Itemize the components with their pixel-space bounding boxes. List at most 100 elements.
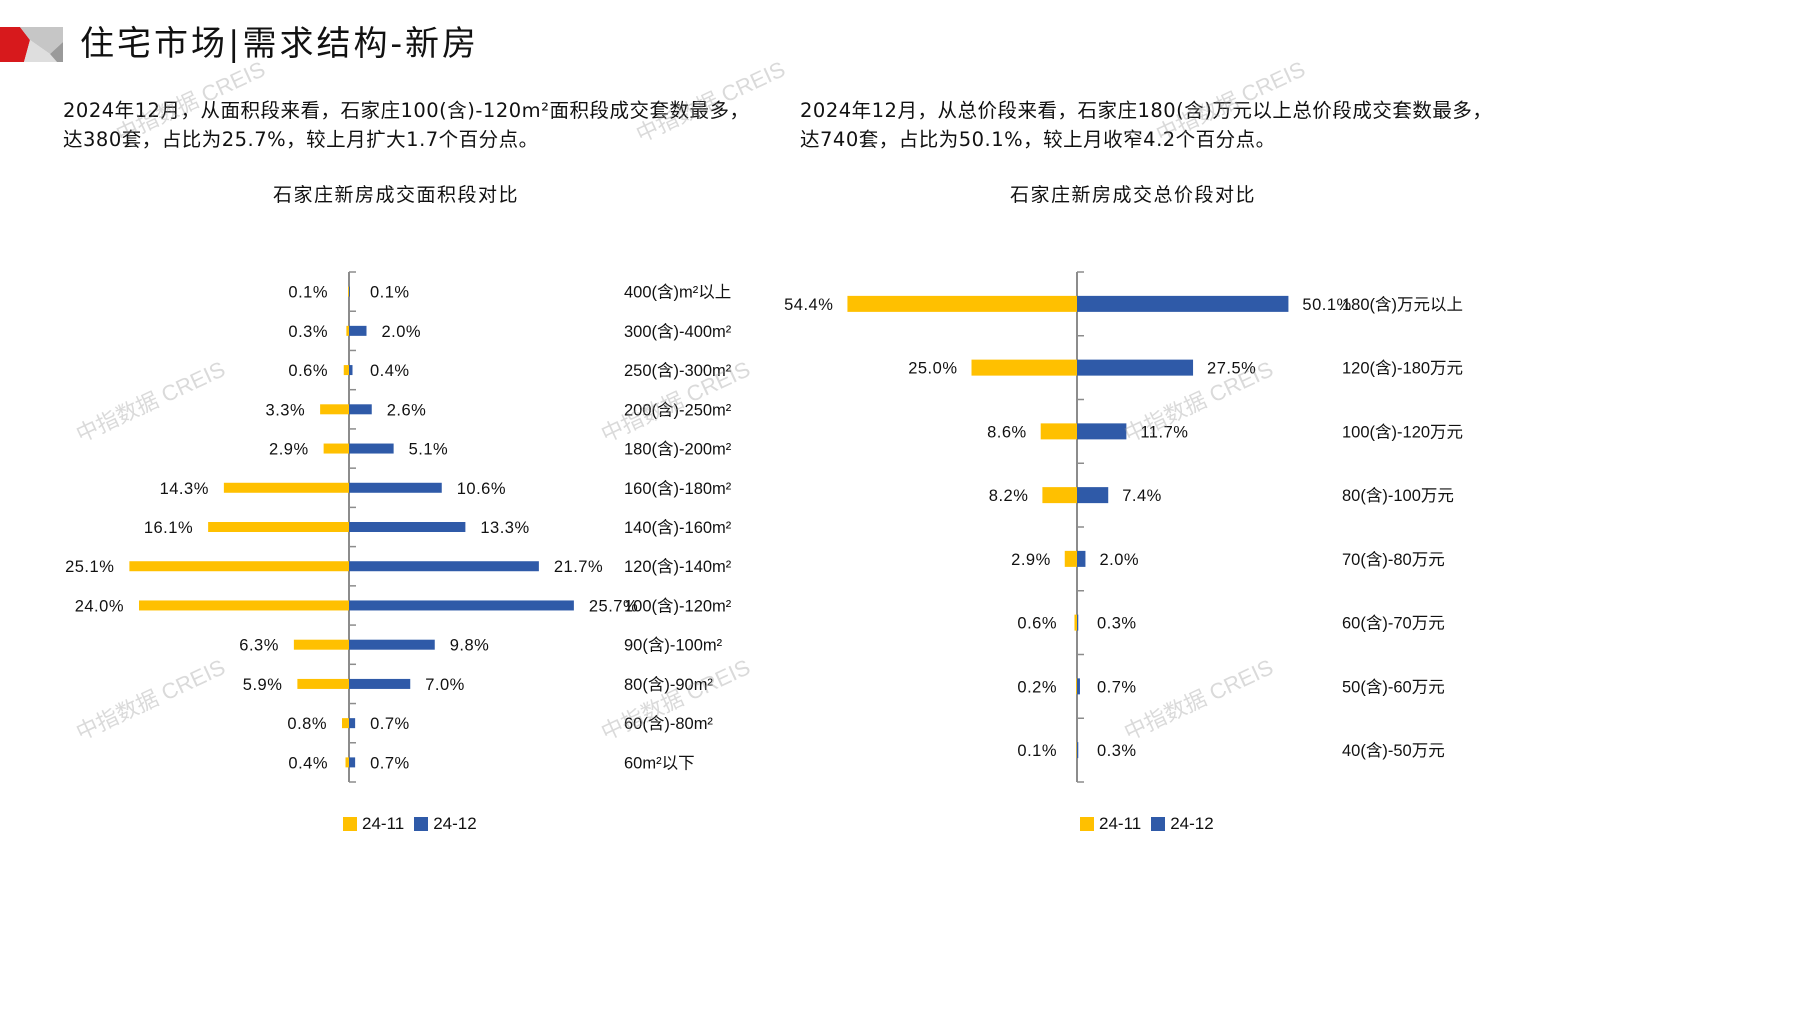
data-label-24-12: 50.1%: [1302, 296, 1351, 314]
category-label: 60(含)-80m²: [624, 714, 713, 733]
bar-24-12: [349, 404, 372, 415]
page-title: 住宅市场|需求结构-新房: [80, 24, 479, 64]
bar-24-12: [349, 482, 442, 493]
bar-24-12: [1077, 678, 1080, 695]
bar-24-12: [1077, 550, 1086, 567]
brand-logo: [0, 27, 63, 62]
bar-24-11: [320, 404, 349, 415]
data-label-24-11: 24.0%: [75, 597, 124, 615]
data-label-24-12: 2.6%: [387, 401, 427, 419]
data-label-24-12: 7.0%: [425, 676, 465, 694]
legend-swatch-24-12: [1151, 817, 1166, 831]
bar-24-11: [346, 325, 349, 336]
bar-24-11: [345, 757, 349, 768]
legend-item-24-12: 24-12: [414, 814, 477, 834]
bar-24-11: [1042, 487, 1077, 504]
bar-24-12: [349, 443, 394, 454]
data-label-24-12: 10.6%: [457, 480, 506, 498]
data-label-24-11: 14.3%: [160, 480, 209, 498]
category-label: 140(含)-160m²: [624, 518, 732, 537]
bar-24-12: [349, 561, 539, 572]
data-label-24-12: 0.3%: [1097, 742, 1137, 760]
category-label: 400(含)m²以上: [624, 283, 731, 302]
logo-gray-shape: [20, 27, 63, 54]
bar-24-12: [349, 718, 356, 729]
price-summary-text: 2024年12月，从总价段来看，石家庄180(含)万元以上总价段成交套数最多，达…: [800, 99, 1493, 151]
bar-24-11: [1076, 678, 1077, 695]
data-label-24-11: 8.6%: [987, 423, 1027, 441]
price-chart-title: 石家庄新房成交总价段对比: [1010, 184, 1257, 206]
bar-24-11: [971, 359, 1077, 376]
data-label-24-12: 0.4%: [370, 362, 410, 380]
data-label-24-12: 21.7%: [554, 558, 603, 576]
data-label-24-11: 3.3%: [266, 401, 306, 419]
legend-label: 24-11: [1099, 814, 1142, 833]
bar-24-11: [1064, 550, 1077, 567]
data-label-24-12: 2.0%: [382, 323, 422, 341]
bar-24-12: [1077, 487, 1109, 504]
data-label-24-12: 27.5%: [1207, 360, 1256, 378]
category-label: 70(含)-80万元: [1342, 550, 1445, 569]
category-label: 300(含)-400m²: [624, 322, 732, 341]
data-label-24-11: 0.4%: [288, 754, 328, 772]
data-label-24-12: 25.7%: [589, 597, 638, 615]
category-label: 100(含)-120m²: [624, 596, 732, 615]
bar-24-11: [139, 600, 349, 611]
bar-24-12: [1077, 295, 1289, 312]
bar-24-11: [323, 443, 349, 454]
legend-swatch-24-12: [414, 817, 429, 831]
data-label-24-11: 25.0%: [908, 360, 957, 378]
data-label-24-12: 11.7%: [1140, 423, 1188, 441]
data-label-24-11: 6.3%: [239, 637, 279, 655]
data-label-24-11: 0.6%: [288, 362, 328, 380]
bar-24-12: [1077, 614, 1079, 631]
legend-item-24-11: 24-11: [343, 814, 404, 834]
category-label: 120(含)-180万元: [1342, 359, 1463, 378]
logo-red-shape: [0, 27, 30, 62]
area-summary-text: 2024年12月，从面积段来看，石家庄100(含)-120m²面积段成交套数最多…: [63, 99, 750, 151]
data-label-24-12: 5.1%: [409, 441, 449, 459]
data-label-24-12: 13.3%: [480, 519, 529, 537]
bar-24-11: [297, 678, 349, 689]
category-label: 180(含)-200m²: [624, 440, 732, 459]
category-label: 60m²以下: [624, 754, 695, 772]
data-label-24-11: 0.3%: [288, 323, 328, 341]
legend-item-24-11: 24-11: [1080, 814, 1141, 834]
category-label: 180(含)万元以上: [1342, 295, 1463, 314]
bar-24-12: [1077, 359, 1194, 376]
data-label-24-11: 2.9%: [1011, 551, 1051, 569]
data-label-24-11: 16.1%: [144, 519, 193, 537]
category-label: 50(含)-60万元: [1342, 677, 1445, 696]
legend-swatch-24-11: [1080, 817, 1094, 831]
bar-24-11: [208, 522, 349, 532]
bar-24-11: [847, 295, 1077, 312]
legend-item-24-12: 24-12: [1151, 814, 1214, 834]
data-label-24-12: 0.7%: [1097, 678, 1137, 696]
legend-label: 24-12: [1170, 814, 1214, 833]
category-label: 90(含)-100m²: [624, 636, 723, 655]
category-label: 100(含)-120万元: [1342, 422, 1463, 441]
bar-24-12: [1077, 742, 1079, 759]
bar-24-11: [1076, 742, 1078, 759]
category-label: 200(含)-250m²: [624, 400, 732, 419]
bar-24-12: [349, 325, 367, 336]
legend-swatch-24-11: [343, 817, 357, 831]
data-label-24-12: 9.8%: [450, 637, 490, 655]
logo-light-shape: [24, 40, 57, 62]
bar-24-11: [129, 561, 349, 572]
bar-24-12: [349, 639, 435, 650]
data-label-24-12: 0.7%: [370, 715, 410, 733]
data-label-24-12: 2.0%: [1099, 551, 1139, 569]
category-label: 80(含)-90m²: [624, 675, 713, 694]
bar-24-11: [343, 365, 349, 376]
bar-24-12: [349, 365, 353, 376]
data-label-24-11: 0.8%: [287, 715, 327, 733]
data-label-24-11: 0.6%: [1017, 615, 1057, 633]
data-label-24-11: 0.2%: [1017, 678, 1057, 696]
data-label-24-11: 2.9%: [269, 441, 309, 459]
area-chart-legend: 24-11 24-12: [343, 814, 481, 834]
bar-24-11: [1074, 614, 1077, 631]
data-label-24-11: 25.1%: [65, 558, 114, 576]
